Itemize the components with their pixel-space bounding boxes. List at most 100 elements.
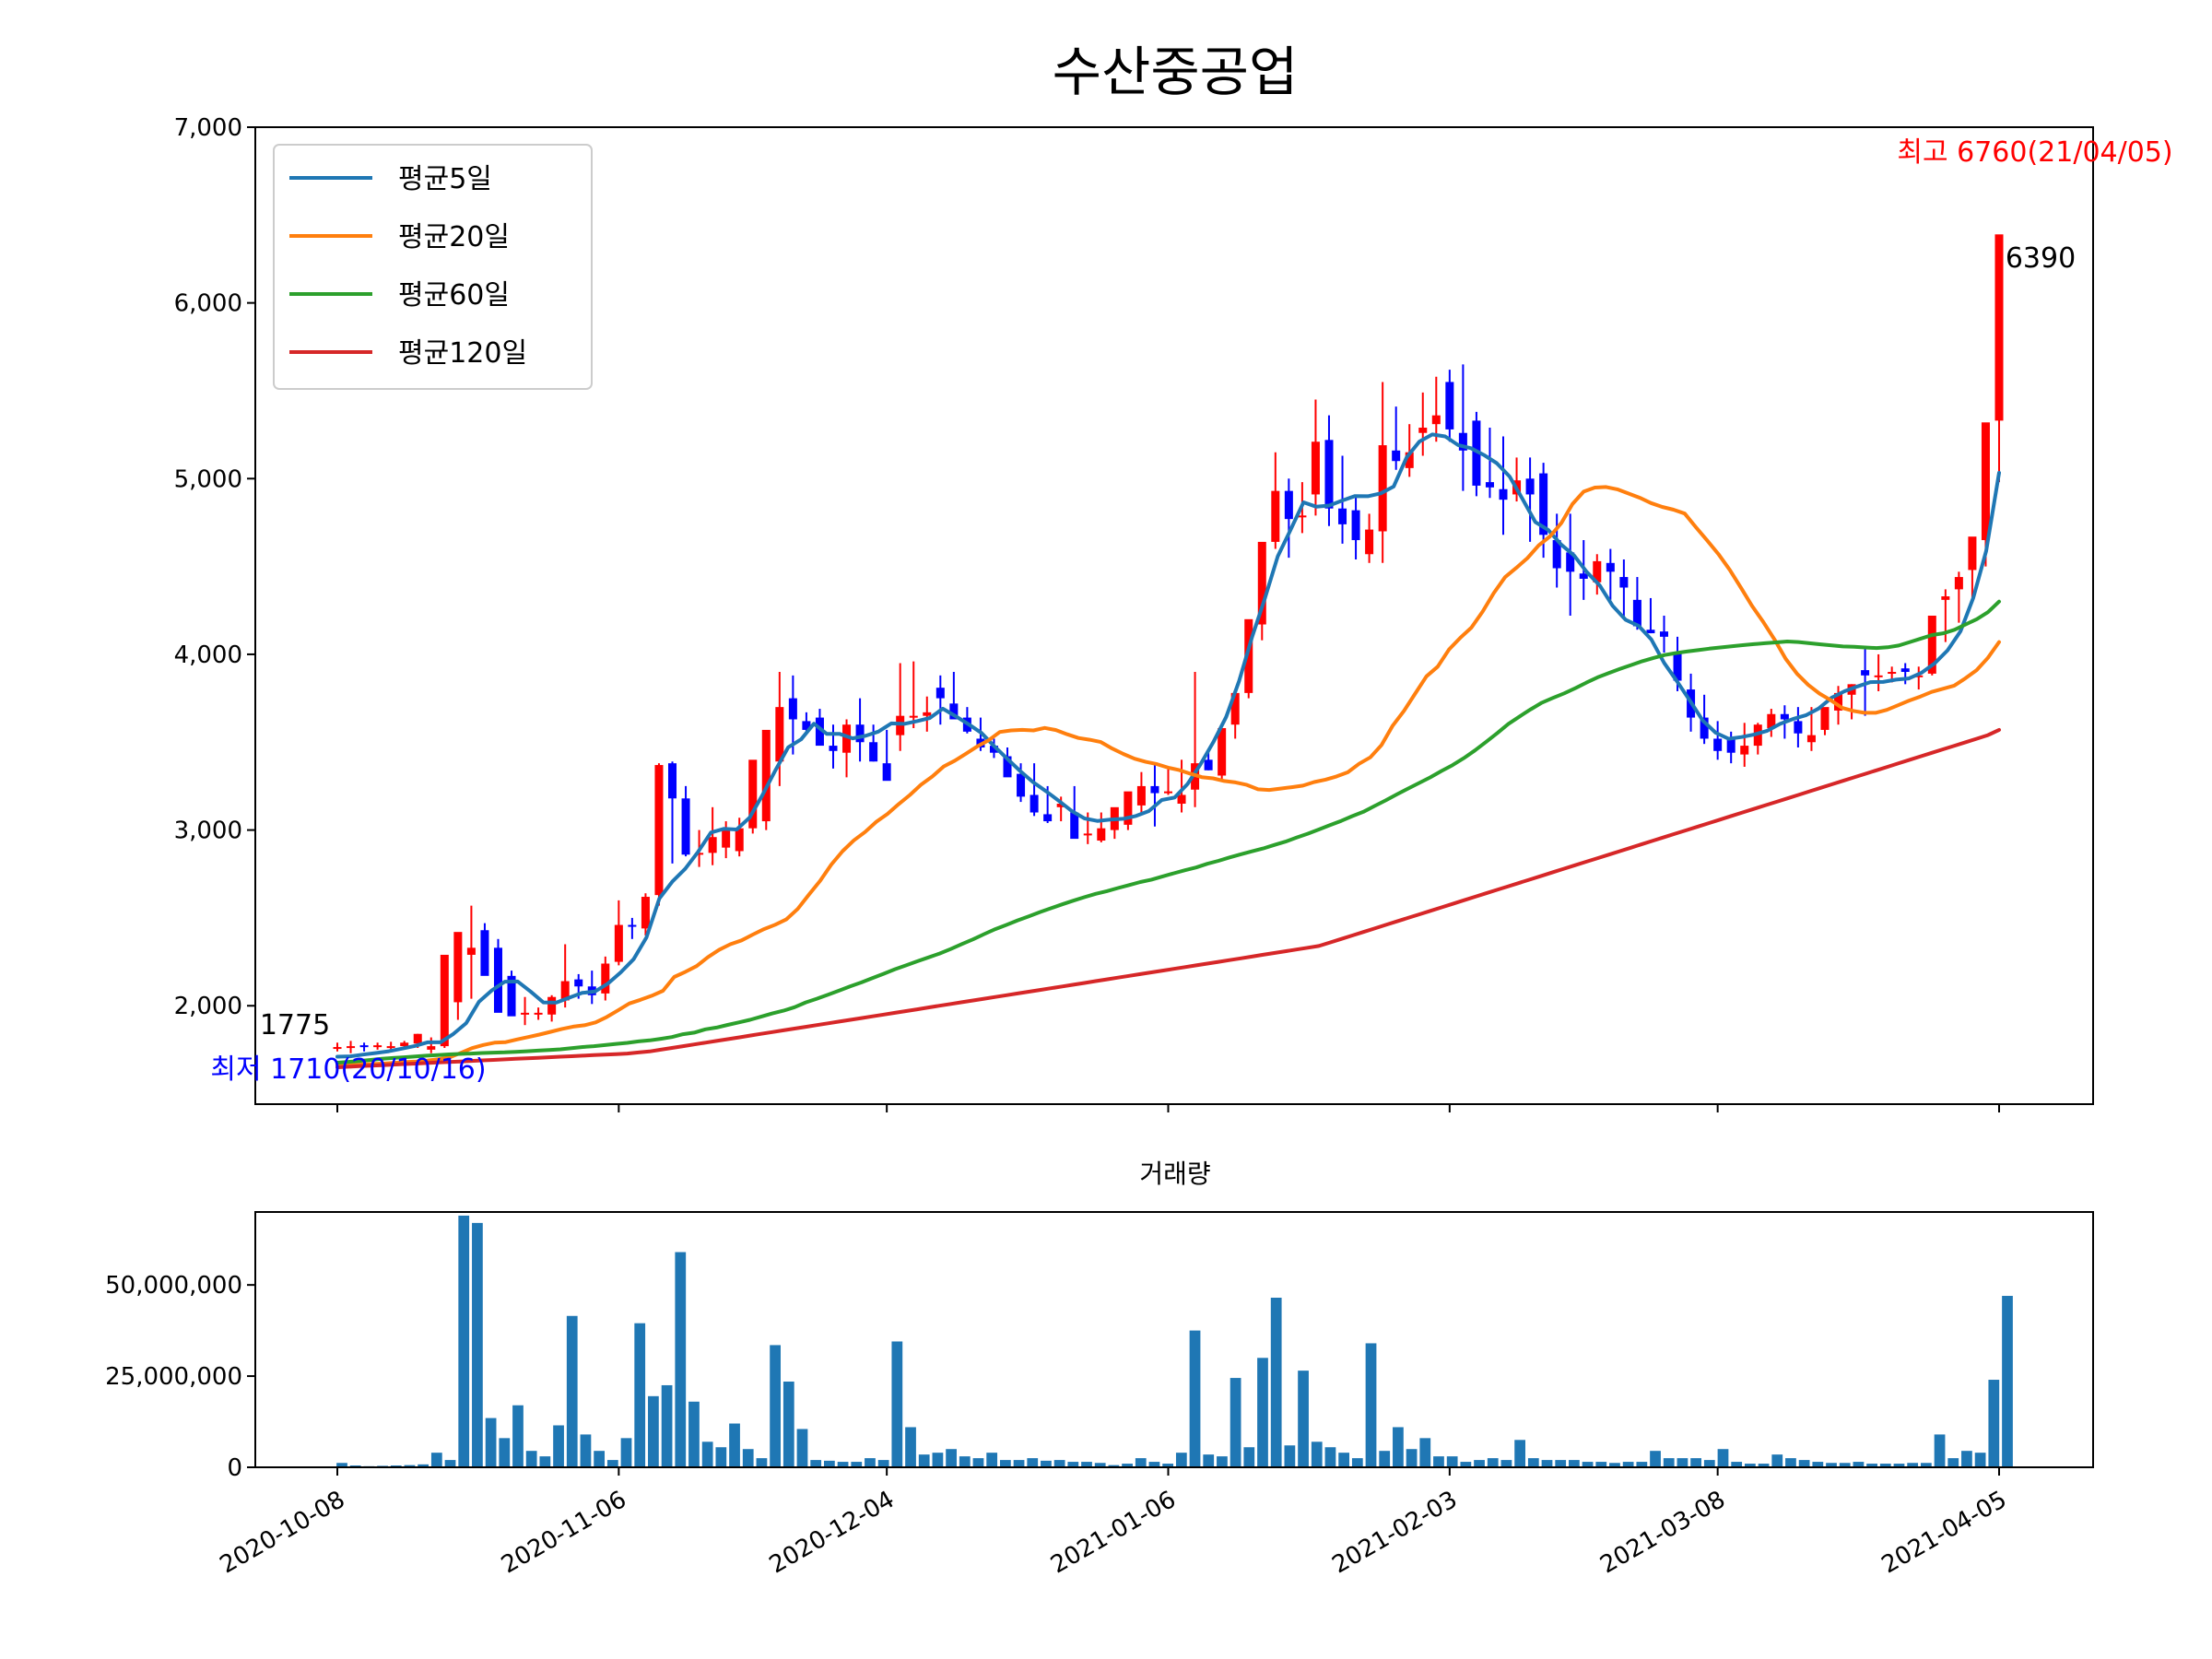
volume-bar (1947, 1458, 1959, 1467)
volume-bar (1135, 1458, 1147, 1467)
candle-down (359, 1045, 369, 1048)
legend-box (273, 144, 593, 390)
candle-up (842, 724, 852, 753)
volume-bar (1298, 1371, 1309, 1467)
volume-ytick-label: 25,000,000 (105, 1363, 242, 1391)
candle-up (373, 1045, 382, 1048)
volume-bar (1907, 1463, 1919, 1467)
candle-up (1365, 529, 1374, 555)
volume-bar (1365, 1343, 1377, 1467)
candle-up (1163, 791, 1173, 794)
volume-bar (959, 1456, 971, 1467)
volume-panel-title: 거래량 (1139, 1159, 1210, 1189)
volume-bar (1988, 1380, 2000, 1467)
candle-down (1619, 577, 1629, 588)
volume-bar (810, 1460, 822, 1467)
volume-bar (877, 1460, 889, 1467)
candle-down (1485, 482, 1494, 488)
volume-bar (1067, 1462, 1079, 1467)
volume-bar (620, 1438, 632, 1467)
volume-bar (782, 1382, 794, 1467)
volume-bar (1595, 1462, 1607, 1467)
candle-down (1324, 440, 1334, 509)
volume-bar (1650, 1451, 1661, 1467)
volume-bar (1230, 1378, 1241, 1467)
volume-bar (824, 1460, 835, 1467)
volume-bar (1920, 1463, 1932, 1467)
volume-bar (606, 1460, 618, 1467)
volume-bar (512, 1405, 524, 1467)
volume-bar (1771, 1454, 1783, 1467)
low-annotation: 최저 1710(20/10/16) (210, 1053, 486, 1086)
candle-up (413, 1033, 422, 1044)
candle-up (1888, 672, 1897, 675)
candle-down (507, 975, 516, 1017)
candle-down (882, 763, 891, 782)
volume-bar (1081, 1462, 1092, 1467)
candle-down (1861, 670, 1870, 676)
candle-up (534, 1012, 543, 1015)
volume-bar (742, 1449, 754, 1467)
high-annotation: 최고 6760(21/04/05) (1897, 136, 2172, 169)
volume-bar (905, 1427, 916, 1467)
candle-down (829, 746, 838, 751)
candle-up (761, 729, 771, 822)
volume-bar (1974, 1453, 1986, 1467)
volume-bar (1122, 1464, 1133, 1467)
candle-up (601, 963, 610, 994)
volume-bar (1217, 1456, 1228, 1467)
candle-down (480, 930, 489, 976)
candle-down (1351, 510, 1360, 541)
candle-down (989, 746, 998, 753)
candle-up (1941, 596, 1950, 600)
candle-down (493, 947, 502, 1013)
candle-up (695, 853, 704, 855)
volume-bar (999, 1460, 1011, 1467)
volume-bar (1203, 1454, 1215, 1467)
volume-bar (1338, 1453, 1350, 1467)
volume-bar (1866, 1464, 1877, 1467)
volume-bar (1013, 1460, 1025, 1467)
volume-bar (1500, 1460, 1512, 1467)
volume-bar (1569, 1460, 1580, 1467)
volume-bar (986, 1453, 998, 1467)
volume-bar (1744, 1464, 1756, 1467)
volume-bar (1514, 1440, 1525, 1467)
volume-bar (701, 1441, 713, 1467)
volume-bar (499, 1438, 511, 1467)
volume-bar (1798, 1460, 1810, 1467)
candle-down (1579, 573, 1588, 579)
legend-label-ma120: 평균120일 (398, 337, 527, 370)
candle-up (386, 1046, 395, 1049)
candle-up (1593, 560, 1602, 582)
candle-down (1566, 552, 1575, 572)
volume-bar (1433, 1456, 1444, 1467)
volume-bar (1406, 1449, 1418, 1467)
volume-bar (1189, 1330, 1201, 1467)
volume-bar (1148, 1462, 1160, 1467)
volume-bar (1270, 1297, 1282, 1467)
candle-up (735, 828, 744, 852)
candle-up (1311, 441, 1320, 495)
volume-bar (865, 1458, 876, 1467)
volume-bar (1731, 1462, 1743, 1467)
candle-down (869, 742, 878, 762)
volume-panel-frame (254, 1211, 2094, 1468)
candle-up (400, 1042, 409, 1047)
volume-bar (1636, 1462, 1648, 1467)
volume-bar (851, 1462, 863, 1467)
candle-down (1017, 773, 1026, 797)
volume-bar (1446, 1456, 1458, 1467)
volume-bar (1663, 1458, 1675, 1467)
candle-down (949, 703, 959, 720)
volume-bar (1041, 1460, 1052, 1467)
volume-bar (1934, 1434, 1946, 1467)
candle-up (722, 828, 731, 848)
candle-down (1338, 508, 1347, 524)
volume-ytick-label: 50,000,000 (105, 1272, 242, 1300)
candle-up (909, 715, 918, 718)
volume-bar (1622, 1462, 1634, 1467)
volume-bar (1690, 1458, 1701, 1467)
volume-bar (1961, 1451, 1972, 1467)
candle-up (1767, 713, 1776, 729)
